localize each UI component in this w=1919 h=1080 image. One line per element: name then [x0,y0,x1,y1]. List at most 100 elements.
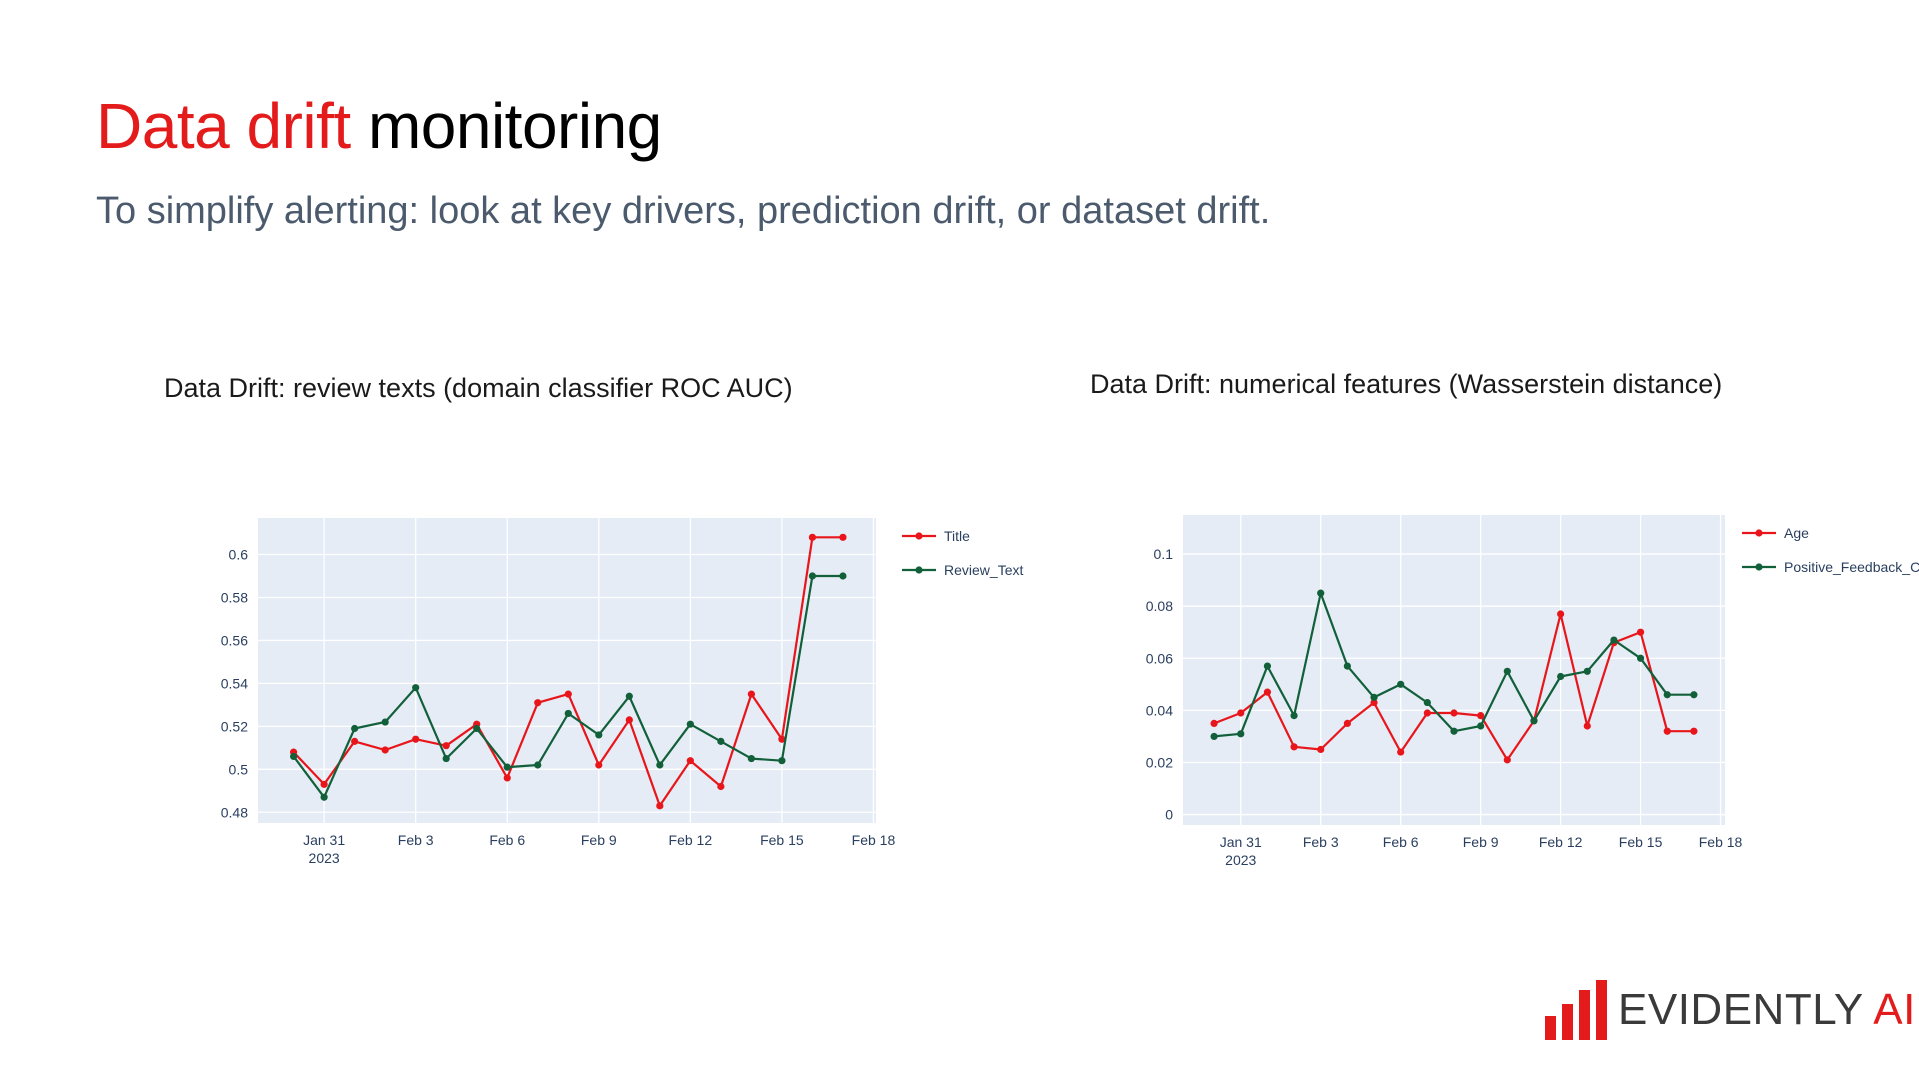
legend-marker [915,532,923,540]
data-point [747,690,755,698]
data-point [656,802,664,810]
x-tick-label: Feb 12 [669,832,713,848]
data-point [503,774,511,782]
data-point [1237,709,1245,717]
data-point [381,746,389,754]
data-point [686,757,694,765]
data-point [1583,722,1591,730]
data-point [808,533,817,541]
x-tick-label: Feb 6 [1383,834,1419,850]
slide-title-rest: monitoring [367,90,662,162]
y-tick-label: 0.5 [229,761,249,777]
data-point [1317,589,1325,597]
data-point [1343,662,1351,670]
x-tick-label: Feb 9 [581,832,617,848]
y-tick-label: 0.58 [221,589,248,605]
data-point [1663,691,1671,699]
slide-title: Data drift monitoring [96,88,662,164]
plot-area [1183,515,1725,825]
y-tick-label: 0.6 [229,547,249,563]
data-point [1690,727,1698,735]
data-point [595,761,603,769]
data-point [1557,672,1565,681]
data-point [351,724,359,733]
legend-label: Age [1784,525,1809,541]
legend-label: Title [944,528,970,544]
data-point [1450,727,1458,735]
data-point [1636,628,1645,636]
data-point [351,737,359,745]
data-point [442,754,450,763]
data-point [1477,722,1485,730]
data-point [290,752,298,761]
data-point [1263,662,1272,670]
data-point [1423,709,1431,717]
data-point [564,690,572,698]
data-point [686,720,694,728]
x-tick-label: Feb 15 [1619,834,1663,850]
data-point [1290,711,1298,720]
data-point [1370,693,1378,701]
y-tick-label: 0.02 [1146,754,1173,770]
legend-label: Review_Text [944,562,1023,578]
x-tick-label: Jan 31 [1220,834,1262,850]
data-point [503,763,511,771]
x-tick-sublabel: 2023 [1225,852,1256,868]
data-point [839,572,847,580]
data-point [1210,732,1218,741]
data-point [1610,636,1618,644]
x-tick-label: Jan 31 [303,832,345,848]
data-point [1317,745,1325,754]
data-point [1343,719,1351,728]
data-point [1663,727,1671,735]
data-point [534,699,542,707]
y-tick-label: 0.1 [1154,546,1174,562]
y-tick-label: 0.06 [1146,650,1173,666]
y-tick-label: 0 [1165,807,1173,823]
plot-area [258,518,876,823]
y-tick-label: 0.54 [221,675,248,691]
data-point [473,724,481,733]
x-tick-label: Feb 3 [398,832,434,848]
data-point [717,737,725,745]
slide-title-accent: Data drift [96,90,351,162]
x-tick-label: Feb 9 [1463,834,1499,850]
legend-marker [915,566,923,574]
data-point [534,761,542,769]
data-point [1237,730,1245,738]
y-tick-label: 0.48 [221,804,248,820]
y-tick-label: 0.04 [1146,702,1173,718]
data-point [1503,667,1511,675]
data-point [564,709,572,718]
data-point [747,754,755,763]
x-tick-label: Feb 12 [1539,834,1583,850]
data-point [1690,691,1698,699]
legend-label: Positive_Feedback_C [1784,559,1919,575]
x-tick-label: Feb 18 [852,832,896,848]
data-point [320,793,328,801]
y-tick-label: 0.56 [221,632,248,648]
data-point [1530,717,1538,725]
x-tick-sublabel: 2023 [309,850,340,866]
right-chart-title: Data Drift: numerical features (Wasserst… [1090,369,1723,399]
data-point [1397,748,1405,756]
legend-marker [1755,529,1763,537]
data-point [1583,667,1591,675]
y-tick-label: 0.52 [221,718,248,734]
data-point [1557,610,1565,618]
data-point [808,572,817,580]
data-point [625,716,633,724]
slide-subtitle: To simplify alerting: look at key driver… [96,190,1271,232]
legend-marker [1755,563,1763,571]
data-point [1397,680,1405,688]
company-logo-text: EVIDENTLY AI [1618,984,1916,1036]
data-point [625,692,633,700]
data-point [1370,698,1378,707]
data-point [1450,709,1458,717]
data-point [442,742,450,750]
data-point [717,782,725,791]
data-point [1263,688,1272,696]
review-texts-drift-chart: 0.48 0.5 0.52 0.54 0.56 0.58 0.6 Jan 31 2023 Feb … [221,518,1023,866]
y-tick-label: 0.08 [1146,598,1173,614]
x-tick-label: Feb 6 [489,832,525,848]
